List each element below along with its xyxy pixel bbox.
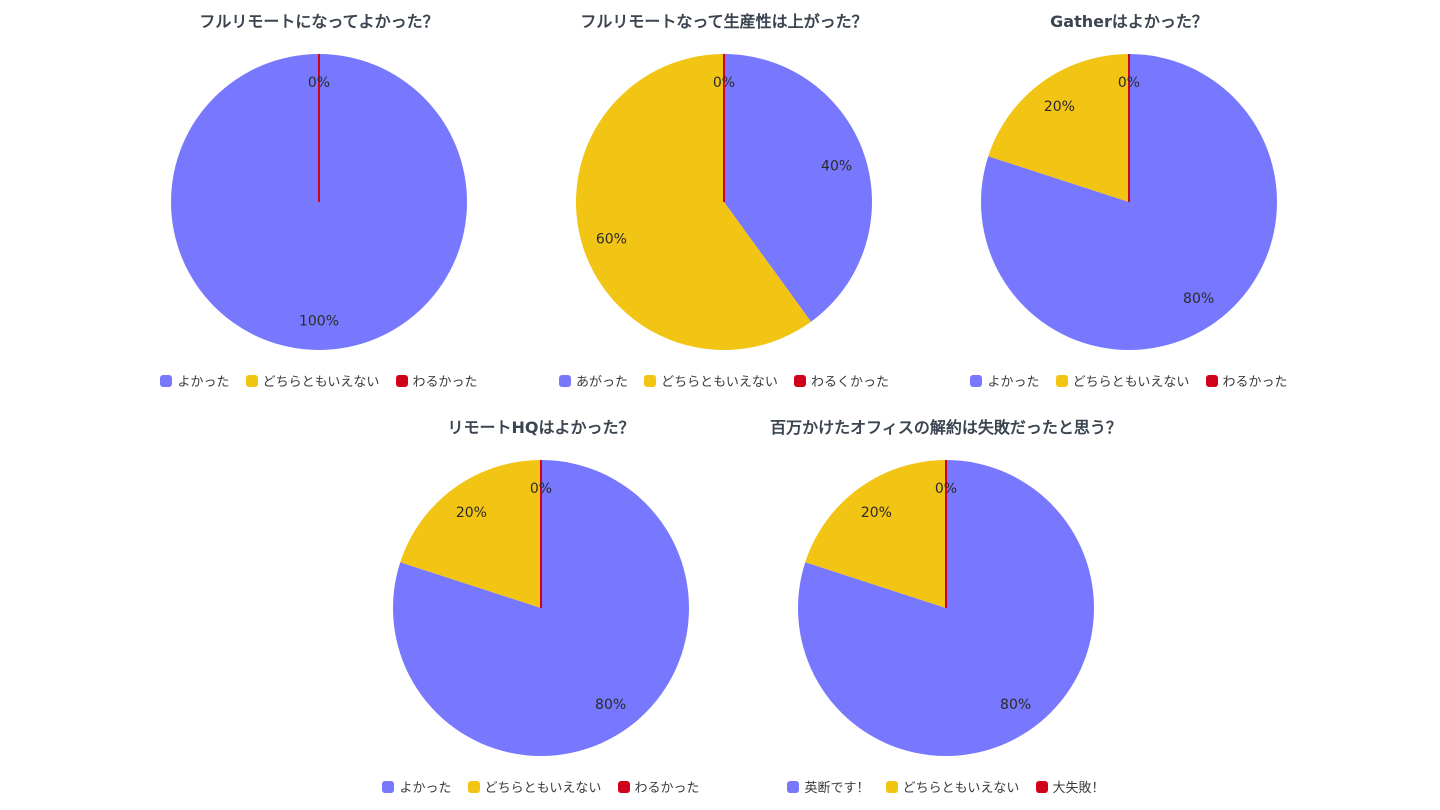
legend-swatch bbox=[1205, 375, 1218, 387]
legend-label: わるくかった bbox=[811, 375, 890, 390]
legend-swatch bbox=[970, 375, 983, 387]
pie-slice-neutral[interactable] bbox=[805, 460, 946, 608]
pie-slice-neutral[interactable] bbox=[988, 54, 1129, 202]
legend-label: どちらともいえない bbox=[484, 781, 602, 796]
legend-swatch bbox=[382, 781, 395, 793]
pie-chart: 100% 0% bbox=[171, 54, 467, 350]
legend-item[interactable]: わるかった bbox=[1205, 371, 1288, 390]
pie-chart: 40% 60% 0% bbox=[576, 54, 872, 350]
chart-legend: あがった どちらともいえない わるくかった bbox=[514, 371, 934, 390]
legend-label: どちらともいえない bbox=[902, 781, 1020, 796]
legend-item[interactable]: わるかった bbox=[617, 777, 700, 796]
legend-label: 大失敗！ bbox=[1052, 781, 1105, 796]
slice-label: 40% bbox=[821, 158, 852, 174]
legend-label: どちらともいえない bbox=[661, 375, 778, 390]
legend-label: どちらともいえない bbox=[262, 375, 380, 390]
chart-office-cancel: 百万かけたオフィスの解約は失敗だったと思う？ 80% 20% 0% 英断です！ どち… bbox=[736, 406, 1156, 806]
chart-title: フルリモートなって生産性は上がった？ bbox=[580, 12, 868, 31]
slice-label: 0% bbox=[935, 481, 957, 497]
legend-item[interactable]: よかった bbox=[160, 371, 229, 390]
chart-legend: よかった どちらともいえない わるかった bbox=[109, 371, 529, 390]
legend-item[interactable]: どちらともいえない bbox=[885, 777, 1020, 796]
slice-label: 0% bbox=[1118, 75, 1140, 91]
slice-label: 60% bbox=[596, 232, 627, 248]
chart-remote-hq: リモートHQはよかった？ 80% 20% 0% よかった どちらともいえない わるか… bbox=[331, 406, 751, 806]
legend-label: よかった bbox=[399, 781, 452, 796]
chart-title: 百万かけたオフィスの解約は失敗だったと思う？ bbox=[770, 418, 1122, 437]
legend-swatch bbox=[1035, 781, 1048, 793]
legend-swatch bbox=[245, 375, 258, 387]
legend-swatch bbox=[558, 375, 571, 387]
legend-item[interactable]: わるくかった bbox=[794, 371, 889, 390]
legend-swatch bbox=[644, 375, 657, 387]
pie-slice-neutral[interactable] bbox=[576, 54, 811, 350]
slice-label: 0% bbox=[530, 481, 552, 497]
chart-title: フルリモートになってよかった？ bbox=[199, 12, 439, 31]
slice-label: 80% bbox=[595, 697, 626, 713]
pie-slice-primary[interactable] bbox=[724, 54, 872, 322]
legend-label: よかった bbox=[987, 375, 1040, 390]
slice-label: 80% bbox=[1000, 697, 1031, 713]
chart-full-remote-good: フルリモートになってよかった？ 100% 0% よかった どちらともいえない わる… bbox=[109, 0, 529, 400]
legend-label: わるかった bbox=[634, 781, 700, 796]
chart-title: Gatherはよかった？ bbox=[1050, 12, 1208, 31]
legend-item[interactable]: どちらともいえない bbox=[467, 777, 602, 796]
chart-legend: よかった どちらともいえない わるかった bbox=[919, 371, 1339, 390]
slice-label: 0% bbox=[713, 75, 735, 91]
pie-chart: 80% 20% 0% bbox=[981, 54, 1277, 350]
legend-swatch bbox=[1055, 375, 1068, 387]
chart-gather: Gatherはよかった？ 80% 20% 0% よかった どちらともいえない わるか… bbox=[919, 0, 1339, 400]
legend-swatch bbox=[617, 781, 630, 793]
legend-swatch bbox=[160, 375, 173, 387]
pie-chart: 80% 20% 0% bbox=[798, 460, 1094, 756]
legend-item[interactable]: わるかった bbox=[395, 371, 478, 390]
slice-label: 80% bbox=[1183, 291, 1214, 307]
legend-item[interactable]: よかった bbox=[970, 371, 1039, 390]
pie-chart: 80% 20% 0% bbox=[393, 460, 690, 756]
legend-swatch bbox=[467, 781, 480, 793]
legend-swatch bbox=[787, 781, 800, 793]
legend-item[interactable]: よかった bbox=[382, 777, 451, 796]
legend-item[interactable]: どちらともいえない bbox=[1055, 371, 1190, 390]
pie-slice-neutral[interactable] bbox=[400, 460, 541, 608]
legend-item[interactable]: どちらともいえない bbox=[245, 371, 380, 390]
slice-label: 20% bbox=[456, 505, 487, 521]
legend-label: あがった bbox=[575, 375, 628, 390]
legend-label: わるかった bbox=[412, 375, 478, 390]
slice-label: 20% bbox=[861, 505, 892, 521]
legend-swatch bbox=[885, 781, 898, 793]
chart-title: リモートHQはよかった？ bbox=[447, 418, 635, 437]
legend-swatch bbox=[794, 375, 807, 387]
legend-label: どちらともいえない bbox=[1072, 375, 1190, 390]
slice-label: 0% bbox=[308, 75, 330, 91]
legend-item[interactable]: 大失敗！ bbox=[1035, 777, 1105, 796]
chart-productivity: フルリモートなって生産性は上がった？ 40% 60% 0% あがった どちらともいえ… bbox=[514, 0, 934, 400]
slice-label: 100% bbox=[299, 313, 339, 329]
chart-legend: 英断です！ どちらともいえない 大失敗！ bbox=[736, 777, 1156, 796]
chart-legend: よかった どちらともいえない わるかった bbox=[331, 777, 751, 796]
legend-item[interactable]: どちらともいえない bbox=[644, 371, 778, 390]
legend-label: 英断です！ bbox=[804, 781, 870, 796]
slice-label: 20% bbox=[1044, 99, 1075, 115]
legend-swatch bbox=[395, 375, 408, 387]
legend-item[interactable]: 英断です！ bbox=[787, 777, 869, 796]
legend-item[interactable]: あがった bbox=[558, 371, 628, 390]
legend-label: よかった bbox=[177, 375, 230, 390]
legend-label: わるかった bbox=[1222, 375, 1288, 390]
